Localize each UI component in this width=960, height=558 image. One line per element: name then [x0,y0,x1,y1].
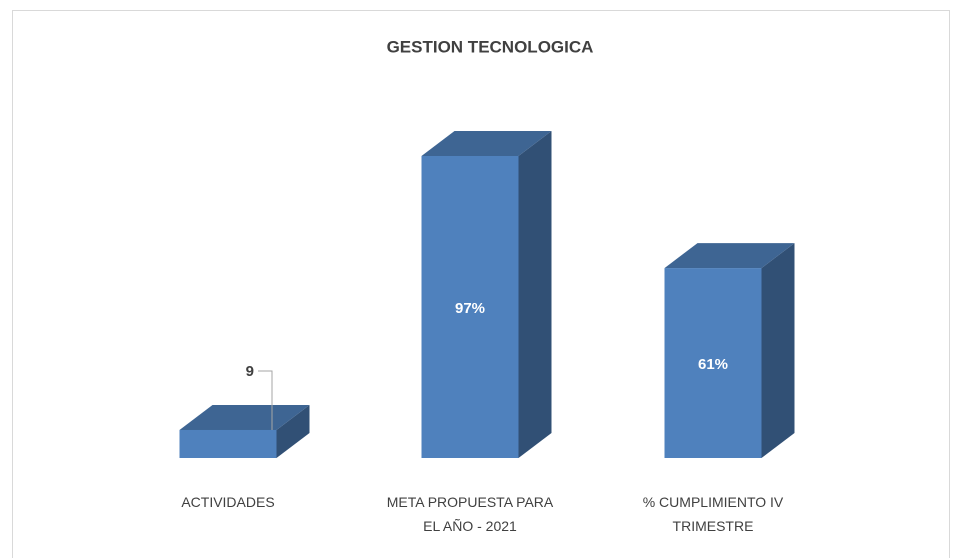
data-label: 9 [246,363,254,380]
bar-side [761,243,795,458]
bar-top [664,243,795,269]
x-tick-label: ACTIVIDADES [181,494,275,510]
bar-side [276,404,310,458]
data-label: 97% [455,300,485,317]
bar [664,268,762,458]
bar [421,156,519,458]
chart-title: GESTION TECNOLOGICA [387,37,594,56]
x-tick-label: META PROPUESTA PARA EL AÑO - 2021 [386,494,554,534]
bar [179,429,277,458]
bar-top [421,131,552,156]
bar-top [179,404,310,430]
data-label: 61% [698,356,728,373]
x-tick-label: % CUMPLIMIENTO IV TRIMESTRE [642,494,784,534]
bar-side [518,131,552,458]
leader-line [258,370,273,430]
